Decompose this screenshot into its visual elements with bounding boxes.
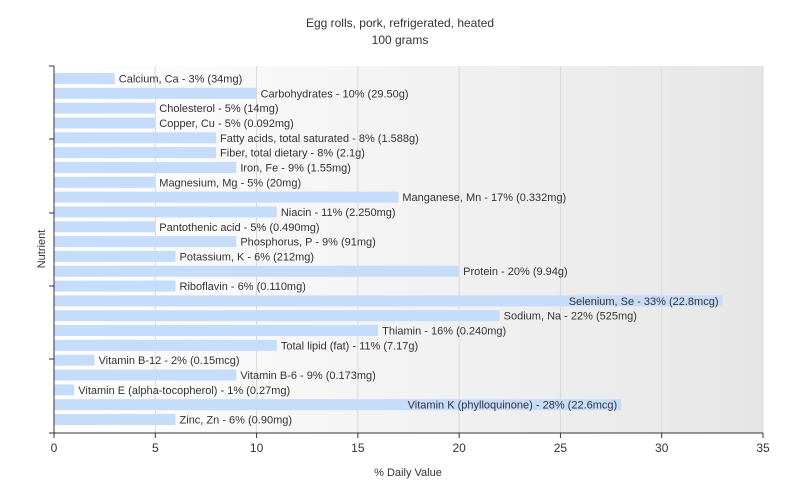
bar: [54, 236, 237, 248]
bar-label: Manganese, Mn - 17% (0.332mg): [402, 192, 566, 204]
bar-label: Vitamin B-6 - 9% (0.173mg): [240, 370, 376, 382]
bar-label: Vitamin B-12 - 2% (0.15mcg): [99, 355, 240, 367]
chart-subtitle: 100 grams: [372, 33, 429, 47]
bar: [54, 176, 156, 188]
bar-label: Protein - 20% (9.94g): [463, 266, 568, 278]
bar: [54, 295, 723, 307]
bar: [54, 280, 176, 292]
bar: [54, 310, 500, 322]
x-tick-label: 15: [351, 441, 365, 455]
x-axis-title: % Daily Value: [374, 467, 442, 479]
bar: [54, 161, 237, 173]
y-axis-title: Nutrient: [36, 230, 48, 269]
bar-label: Selenium, Se - 33% (22.8mcg): [569, 296, 719, 308]
bar-label: Pantothenic acid - 5% (0.490mg): [159, 222, 319, 234]
bar: [54, 73, 115, 84]
bars: Calcium, Ca - 3% (34mg) Carbohydrates - 1…: [54, 73, 723, 427]
bar-label: Fiber, total dietary - 8% (2.1g): [220, 148, 365, 160]
bar: [54, 384, 75, 396]
bar: [54, 132, 217, 144]
bar-label: Niacin - 11% (2.250mg): [281, 207, 396, 219]
bar: [54, 354, 95, 366]
bar-label: Copper, Cu - 5% (0.092mg): [159, 118, 294, 130]
gridlines: [154, 66, 764, 433]
bar-label: Phosphorus, P - 9% (91mg): [240, 237, 376, 249]
x-tick-label: 35: [756, 441, 770, 455]
bar: [54, 265, 460, 277]
bar: [54, 117, 156, 129]
bar: [54, 147, 217, 159]
bar-label: Riboflavin - 6% (0.110mg): [180, 281, 306, 293]
bar: [54, 221, 156, 233]
x-tick-label: 20: [452, 441, 466, 455]
x-tick-label: 25: [554, 441, 568, 455]
bar: [54, 339, 277, 351]
bar-label: Carbohydrates - 10% (29.50g): [261, 88, 409, 100]
x-tick-label: 10: [250, 441, 264, 455]
bar: [54, 414, 176, 425]
bar-label: Sodium, Na - 22% (525mg): [504, 311, 637, 323]
bar-label: Calcium, Ca - 3% (34mg): [119, 74, 242, 86]
bar-label: Iron, Fe - 9% (1.55mg): [240, 162, 351, 174]
bar: [54, 206, 277, 218]
bar-label: Vitamin E (alpha-tocopherol) - 1% (0.27m…: [78, 385, 290, 397]
bar: [54, 325, 379, 337]
x-tick-label: 5: [152, 441, 159, 455]
bar: [54, 102, 156, 114]
bar-label: Total lipid (fat) - 11% (7.17g): [281, 340, 418, 352]
bar-label: Fatty acids, total saturated - 8% (1.588…: [220, 133, 419, 145]
bar: [54, 369, 237, 381]
bar-label: Thiamin - 16% (0.240mg): [382, 326, 506, 338]
x-tick-label: 0: [51, 441, 58, 455]
bar: [54, 399, 622, 411]
bar: [54, 87, 257, 99]
bar-label: Zinc, Zn - 6% (0.90mg): [180, 415, 292, 427]
x-tick-label: 30: [655, 441, 669, 455]
chart-title: Egg rolls, pork, refrigerated, heated: [306, 16, 494, 30]
bar-label: Potassium, K - 6% (212mg): [180, 251, 314, 263]
bar-label: Magnesium, Mg - 5% (20mg): [159, 177, 301, 189]
bar-label: Cholesterol - 5% (14mg): [159, 103, 278, 115]
bar-label: Vitamin K (phylloquinone) - 28% (22.6mcg…: [408, 400, 618, 412]
bar: [54, 250, 176, 262]
bar: [54, 191, 399, 203]
axes: 0 5 10 15 20 25 30 35: [49, 65, 770, 455]
